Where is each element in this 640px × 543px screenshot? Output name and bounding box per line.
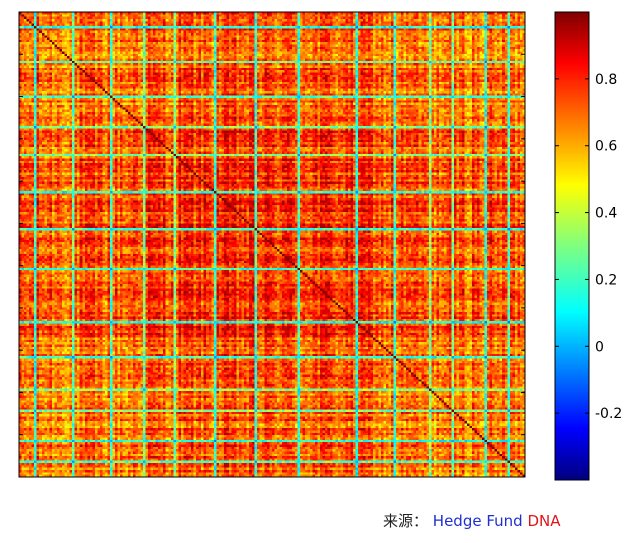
heatmap-frame bbox=[18, 11, 526, 478]
heatmap-axis-ticks bbox=[19, 53, 525, 436]
colorbar-tick-label: 0.8 bbox=[595, 72, 617, 88]
colorbar bbox=[554, 11, 590, 481]
source-name-part1: Hedge Fund bbox=[432, 512, 523, 530]
colorbar-tick-label: 0.2 bbox=[595, 272, 617, 288]
colorbar-tick-label: -0.2 bbox=[595, 406, 622, 422]
colorbar-ticks: -0.2 0 0.2 0.4 0.6 0.8 bbox=[555, 72, 622, 422]
source-name-part2: DNA bbox=[527, 512, 561, 530]
source-prefix: 来源： bbox=[383, 512, 429, 530]
heatmap-matrix-image bbox=[19, 12, 525, 477]
colorbar-tick-label: 0 bbox=[595, 339, 604, 355]
colorbar-tick-label: 0.4 bbox=[595, 206, 617, 222]
colorbar-tick-label: 0.6 bbox=[595, 139, 617, 155]
source-credit: 来源： Hedge Fund DNA bbox=[383, 510, 561, 531]
heatmap-cells bbox=[19, 12, 525, 477]
